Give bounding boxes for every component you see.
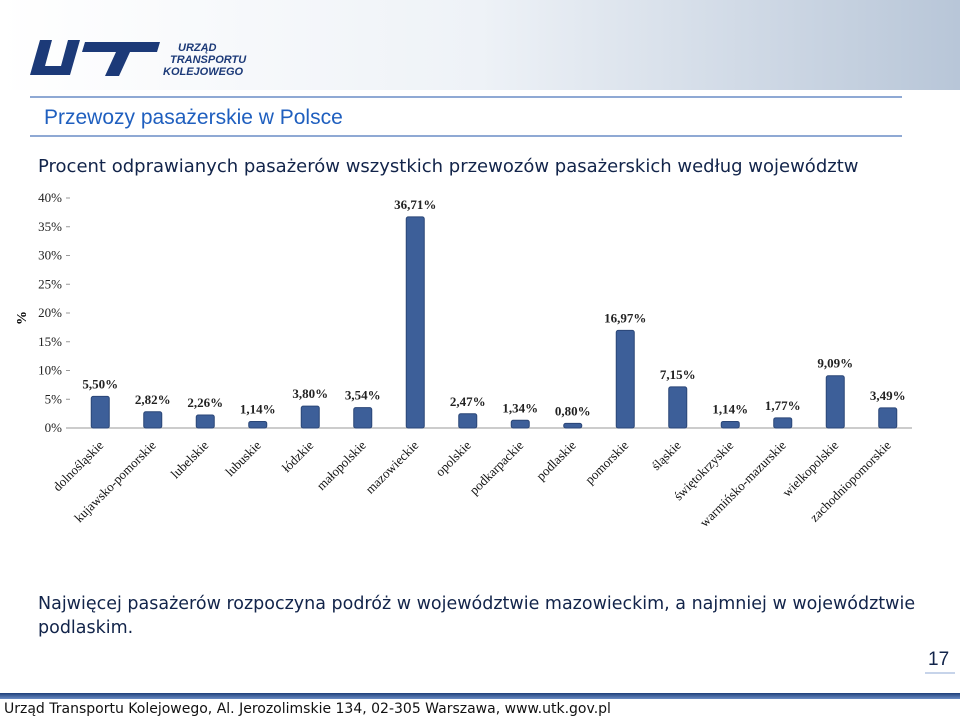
bar — [825, 375, 845, 429]
x-tick-label: pomorskie — [582, 437, 632, 487]
y-tick-label: 25% — [38, 276, 62, 291]
x-tick-label: warmińsko-mazurskie — [697, 437, 789, 529]
logo-text: URZĄD — [178, 42, 217, 54]
footer: Urząd Transportu Kolejowego, Al. Jerozol… — [4, 701, 611, 717]
slide-title: Przewozy pasażerskie w Polsce — [44, 106, 343, 129]
bar — [195, 414, 215, 429]
y-tick-label: 40% — [38, 190, 62, 205]
value-label: 1,77% — [765, 398, 801, 413]
bar — [300, 405, 320, 429]
bar — [143, 411, 163, 429]
value-label: 36,71% — [394, 197, 436, 212]
footer-band — [0, 693, 960, 699]
conclusion: Najwięcej pasażerów rozpoczyna podróż w … — [38, 594, 916, 638]
y-tick-label: 30% — [38, 248, 62, 263]
value-label: 1,14% — [712, 401, 748, 416]
x-tick-label: śląskie — [648, 437, 684, 473]
bar — [615, 329, 635, 429]
bar — [510, 419, 530, 429]
bar — [353, 407, 373, 429]
y-tick-label: 15% — [38, 334, 62, 349]
y-tick-label: 35% — [38, 219, 62, 234]
y-tick-label: 10% — [38, 363, 62, 378]
bar — [668, 386, 688, 429]
value-label: 3,80% — [292, 386, 328, 401]
logo-text: KOLEJOWEGO — [163, 66, 244, 78]
value-label: 16,97% — [604, 310, 646, 325]
value-label: 9,09% — [817, 356, 853, 371]
x-tick-label: lubelskie — [168, 437, 212, 481]
y-tick-label: 0% — [45, 420, 63, 435]
y-tick-label: 20% — [38, 305, 62, 320]
logo-text: TRANSPORTU — [170, 54, 247, 66]
value-label: 2,26% — [187, 395, 223, 410]
value-label: 2,47% — [450, 394, 486, 409]
page-number: 17 — [928, 649, 950, 670]
bar — [720, 420, 740, 429]
value-label: 7,15% — [660, 367, 696, 382]
bar — [563, 422, 583, 429]
value-label: 3,54% — [345, 388, 381, 403]
x-tick-label: łódzkie — [279, 437, 317, 475]
bar — [878, 407, 898, 429]
x-tick-label: mazowieckie — [362, 437, 421, 496]
bar — [248, 420, 268, 429]
bar — [458, 413, 478, 429]
bar — [405, 216, 425, 429]
x-tick-label: małopolskie — [313, 437, 369, 493]
y-tick-label: 5% — [45, 391, 63, 406]
bar — [773, 417, 793, 429]
x-tick-label: lubuskie — [222, 437, 264, 479]
value-label: 1,14% — [240, 401, 276, 416]
value-label: 1,34% — [502, 400, 538, 415]
logo: URZĄD TRANSPORTU KOLEJOWEGO — [30, 40, 247, 78]
value-label: 5,50% — [82, 376, 118, 391]
x-tick-label: podlaskie — [533, 437, 579, 483]
value-label: 2,82% — [135, 392, 171, 407]
value-label: 3,49% — [870, 388, 906, 403]
chart-title: Procent odprawianych pasażerów wszystkic… — [38, 156, 858, 177]
bar — [90, 395, 110, 429]
value-label: 0,80% — [555, 403, 591, 418]
header-band — [0, 0, 960, 90]
x-tick-label: dolnośląskie — [50, 437, 107, 494]
x-tick-label: podkarpackie — [466, 437, 526, 497]
y-axis-label: % — [15, 311, 30, 325]
x-tick-label: opolskie — [432, 437, 474, 479]
